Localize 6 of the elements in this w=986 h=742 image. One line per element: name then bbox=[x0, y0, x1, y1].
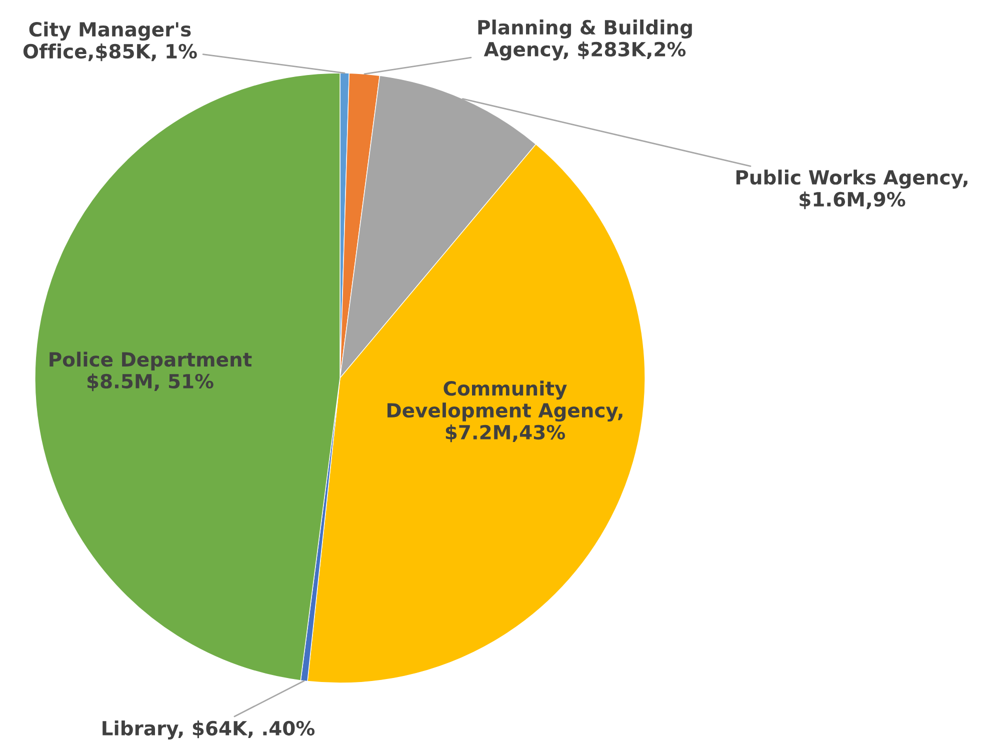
slice-label: Public Works Agency, $1.6M,9% bbox=[736, 170, 968, 210]
slice-label: Library, $64K, .40% bbox=[102, 720, 315, 740]
slice-label: City Manager's Office,$85K, 1% bbox=[23, 22, 197, 62]
slice-label: Planning & Building Agency, $283K,2% bbox=[478, 20, 692, 60]
slice-label: Community Development Agency, $7.2M,43% bbox=[388, 380, 622, 442]
slice-label: Police Department $8.5M, 51% bbox=[50, 352, 252, 392]
